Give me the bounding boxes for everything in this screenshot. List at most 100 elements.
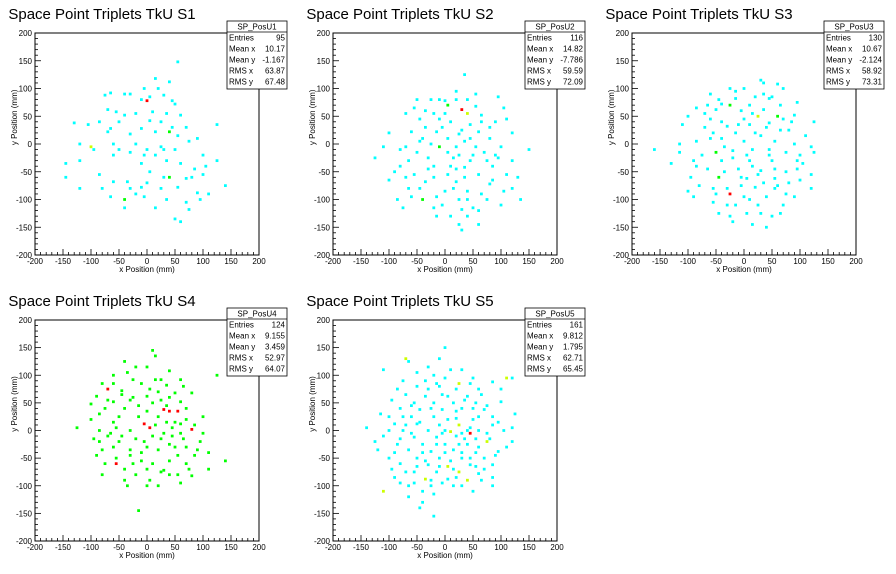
stats-name: SP_PosU2 (535, 23, 575, 32)
y-tick-label: 150 (19, 344, 33, 353)
data-point (812, 120, 816, 124)
stats-label: Mean y (229, 56, 255, 65)
data-point (787, 128, 791, 132)
data-point (432, 514, 436, 518)
data-point (98, 440, 101, 443)
data-point (184, 445, 188, 449)
data-point (454, 387, 458, 391)
data-point (748, 103, 751, 107)
x-tick-label: -150 (652, 257, 669, 266)
data-point (482, 467, 486, 471)
data-point (165, 198, 168, 201)
data-point (779, 211, 782, 215)
data-point (714, 150, 718, 154)
data-point (126, 180, 129, 184)
data-point (762, 81, 765, 85)
data-point (407, 187, 410, 190)
data-point (460, 456, 464, 460)
data-point (410, 431, 413, 435)
data-point (187, 139, 191, 143)
data-point (779, 103, 782, 107)
data-point (407, 495, 410, 499)
stats-value: -1.167 (262, 56, 285, 65)
data-point (142, 87, 146, 90)
data-point (494, 153, 497, 157)
stats-label: RMS x (527, 67, 551, 76)
data-point (468, 123, 472, 126)
data-point (159, 145, 163, 149)
data-point (176, 134, 180, 138)
data-point (78, 142, 82, 146)
data-point (415, 456, 419, 460)
data-point (438, 357, 441, 361)
data-point (798, 153, 802, 157)
stats-label: Entries (527, 34, 552, 43)
data-point (387, 131, 391, 135)
data-point (505, 376, 508, 380)
x-axis-label: x Position (mm) (417, 551, 473, 560)
data-point (488, 182, 492, 186)
data-point (460, 128, 464, 132)
data-point (421, 198, 424, 201)
data-point (432, 401, 436, 405)
data-point (123, 113, 126, 117)
data-point (488, 125, 492, 129)
data-point (513, 412, 517, 416)
data-point (412, 435, 416, 439)
data-point (468, 426, 472, 430)
data-point (452, 401, 455, 405)
data-point (148, 426, 152, 430)
y-tick-label: 100 (317, 85, 331, 94)
data-point (159, 398, 163, 402)
data-point (154, 354, 157, 358)
data-point (201, 415, 205, 419)
data-point (798, 178, 802, 182)
data-point (131, 462, 135, 466)
data-point (162, 175, 166, 179)
data-point (695, 106, 698, 110)
data-point (463, 398, 466, 402)
data-point (709, 137, 712, 140)
data-point (404, 423, 408, 427)
stats-value: 65.45 (563, 365, 584, 374)
data-point (112, 445, 115, 449)
data-point (159, 437, 163, 441)
stats-label: Entries (229, 321, 254, 330)
x-tick-label: 0 (443, 543, 448, 552)
data-point (454, 98, 458, 101)
y-tick-label: -50 (617, 168, 629, 177)
data-point (204, 164, 208, 168)
y-tick-label: 50 (321, 399, 330, 408)
data-point (728, 87, 732, 90)
data-point (452, 187, 455, 190)
data-point (731, 149, 735, 153)
data-point (516, 175, 520, 179)
data-point (801, 162, 805, 165)
data-point (770, 95, 774, 99)
data-point (756, 173, 760, 176)
data-point (156, 415, 160, 419)
x-tick-label: -200 (624, 257, 641, 266)
data-point (711, 131, 715, 135)
stats-value: 124 (272, 321, 286, 330)
data-point (168, 459, 171, 463)
y-tick-label: 150 (616, 57, 630, 66)
stats-name: SP_PosU4 (237, 310, 277, 319)
data-point (446, 418, 450, 421)
data-point (767, 153, 771, 157)
data-point (446, 394, 450, 398)
data-point (421, 442, 424, 446)
data-point (795, 167, 799, 171)
data-point (776, 82, 779, 86)
data-point (762, 92, 765, 96)
data-point (112, 142, 115, 146)
data-point (398, 148, 402, 151)
data-point (485, 198, 489, 201)
y-tick-label: -100 (314, 482, 331, 491)
data-point (477, 173, 480, 176)
y-tick-label: 50 (620, 112, 629, 121)
data-point (809, 187, 813, 190)
data-point (148, 119, 152, 123)
data-point (756, 203, 760, 207)
y-tick-label: 150 (19, 57, 33, 66)
